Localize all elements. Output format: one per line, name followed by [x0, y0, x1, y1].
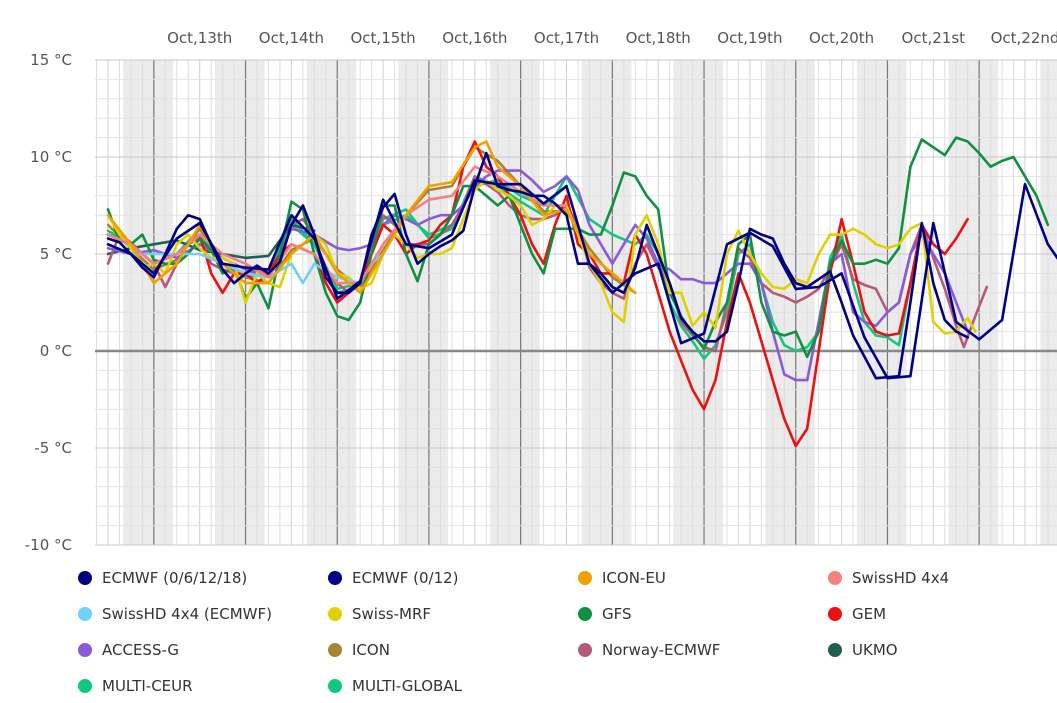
- night-band: [214, 60, 265, 545]
- legend-item[interactable]: ECMWF (0/12): [328, 566, 459, 590]
- x-axis-labels: Oct,13th Oct,14th Oct,15th Oct,16th Oct,17th…: [167, 29, 1057, 47]
- legend-label: ACCESS-G: [102, 641, 180, 659]
- legend-marker: [578, 607, 592, 621]
- vertical-gridlines: [96, 60, 1049, 545]
- legend-label: MULTI-GLOBAL: [352, 677, 462, 695]
- legend-marker: [828, 643, 842, 657]
- x-date-label: Oct,16th: [442, 29, 507, 47]
- y-axis-labels: 15 °C 10 °C 5 °C 0 °C -5 °C -10 °C: [25, 51, 72, 554]
- legend-label: Swiss-MRF: [352, 605, 431, 623]
- y-tick-label: 0 °C: [40, 342, 72, 360]
- x-date-label: Oct,18th: [626, 29, 691, 47]
- x-date-label: Oct,14th: [259, 29, 324, 47]
- night-bands: [123, 60, 1057, 545]
- legend-marker: [328, 571, 342, 585]
- legend-item[interactable]: Swiss-MRF: [328, 602, 431, 626]
- x-date-label: Oct,13th: [167, 29, 232, 47]
- y-tick-label: 10 °C: [30, 148, 72, 166]
- legend-marker: [78, 571, 92, 585]
- legend-marker: [78, 643, 92, 657]
- legend-item[interactable]: ACCESS-G: [78, 638, 179, 662]
- y-tick-label: 5 °C: [40, 245, 72, 263]
- legend-label: ICON: [352, 641, 390, 659]
- night-band: [490, 60, 540, 545]
- series-line-icon: [106, 146, 637, 295]
- x-date-label: Oct,17th: [534, 29, 599, 47]
- night-band: [673, 60, 724, 545]
- series-line-swisshd-4x4: [106, 165, 568, 285]
- legend-label: Norway-ECMWF: [602, 641, 721, 659]
- night-band: [581, 60, 632, 545]
- legend-marker: [328, 643, 342, 657]
- x-date-label: Oct,20th: [809, 29, 874, 47]
- night-band: [1040, 60, 1057, 545]
- legend-item[interactable]: MULTI-CEUR: [78, 674, 193, 698]
- legend-label: ECMWF (0/6/12/18): [102, 569, 248, 587]
- series-line-multi-global: [106, 175, 924, 361]
- temperature-chart: 15 °C10 °C5 °C0 °C-5 °C-10 °C Oct,13th Oc…: [25, 29, 1057, 554]
- y-tick-label: 15 °C: [30, 51, 72, 69]
- legend-marker: [78, 679, 92, 693]
- legend-marker: [828, 607, 842, 621]
- legend-item[interactable]: Norway-ECMWF: [578, 638, 720, 662]
- x-date-label: Oct,15th: [351, 29, 416, 47]
- legend-label: SwissHD 4x4 (ECMWF): [102, 605, 272, 623]
- legend-item[interactable]: ICON-EU: [578, 566, 666, 590]
- series-lines: [106, 136, 1057, 448]
- legend-label: SwissHD 4x4: [852, 569, 950, 587]
- legend-label: GFS: [602, 605, 632, 623]
- series-line-ecmwf-0-6-12-18: [106, 151, 969, 380]
- legend-marker: [578, 643, 592, 657]
- legend-item[interactable]: ICON: [328, 638, 390, 662]
- legend-label: ECMWF (0/12): [352, 569, 459, 587]
- legend-label: GEM: [852, 605, 887, 623]
- legend-item[interactable]: GEM: [828, 602, 886, 626]
- legend-marker: [328, 607, 342, 621]
- legend-item[interactable]: UKMO: [828, 638, 898, 662]
- legend-label: UKMO: [852, 641, 898, 659]
- y-tick-label: -10 °C: [25, 536, 72, 554]
- legend-marker: [828, 571, 842, 585]
- legend-item[interactable]: SwissHD 4x4: [828, 566, 949, 590]
- legend-item[interactable]: SwissHD 4x4 (ECMWF): [78, 602, 272, 626]
- legend-marker: [78, 607, 92, 621]
- legend-item[interactable]: ECMWF (0/6/12/18): [78, 566, 247, 590]
- night-band: [398, 60, 449, 545]
- x-date-label: Oct,21st: [902, 29, 966, 47]
- legend-label: ICON-EU: [602, 569, 666, 587]
- night-band: [123, 60, 173, 545]
- x-date-label: Oct,19th: [717, 29, 782, 47]
- legend-item[interactable]: MULTI-GLOBAL: [328, 674, 462, 698]
- night-band: [765, 60, 815, 545]
- legend-item[interactable]: GFS: [578, 602, 632, 626]
- x-date-label: Oct,22nd: [991, 29, 1057, 47]
- legend-marker: [578, 571, 592, 585]
- legend-label: MULTI-CEUR: [102, 677, 193, 695]
- legend-marker: [328, 679, 342, 693]
- y-tick-label: -5 °C: [34, 439, 72, 457]
